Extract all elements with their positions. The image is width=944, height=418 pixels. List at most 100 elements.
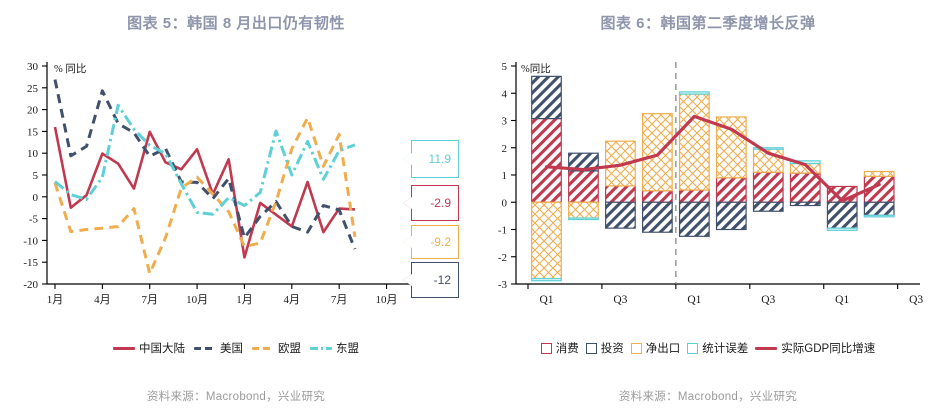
legend-line-swatch bbox=[755, 346, 778, 350]
y-axis-tick-label: 1 bbox=[502, 170, 508, 182]
y-axis-tick-label: 5 bbox=[502, 61, 508, 73]
x-axis-tick-label: 10月 bbox=[186, 294, 208, 306]
line-chart-svg: 30 25 20 15 10 5 0 -5 -10 -15 -20 % 同比 1月 4月 7月 10月 1月 4月… bbox=[23, 61, 416, 321]
y-axis-tick-label: -1 bbox=[498, 225, 507, 237]
legend-item-东盟[interactable]: 东盟 bbox=[310, 340, 359, 356]
callout-中国大陆: -2.9 bbox=[403, 185, 459, 221]
y-axis-tick-label: 4 bbox=[502, 88, 508, 100]
y-axis-tick-label: 30 bbox=[27, 61, 39, 73]
bar-segment-统计误差 bbox=[863, 214, 895, 218]
callout-value: -12 bbox=[433, 273, 451, 287]
y-axis-tick-label: -2 bbox=[498, 252, 507, 264]
y-axis-tick-label: 0 bbox=[33, 192, 39, 204]
callout-美国: -12 bbox=[403, 262, 459, 298]
callout-欧盟: -9.2 bbox=[403, 225, 459, 259]
bar-segment-消费 bbox=[568, 170, 599, 203]
x-axis-tick-label: Q1 bbox=[835, 294, 849, 306]
bar-segment-净出口 bbox=[568, 201, 599, 219]
legend-item-label: 统计误差 bbox=[702, 343, 749, 355]
bar-segment-净出口 bbox=[863, 170, 895, 177]
bar-segment-净出口 bbox=[531, 201, 562, 280]
bar-segment-消费 bbox=[641, 190, 673, 203]
y-axis-unit-label: % 同比 bbox=[54, 62, 86, 75]
bar-segment-统计误差 bbox=[826, 227, 858, 231]
legend-item-中国大陆[interactable]: 中国大陆 bbox=[113, 340, 185, 356]
bar-segment-消费 bbox=[531, 117, 562, 203]
bar-segment-消费 bbox=[752, 171, 784, 203]
legend-item-实际GDP同比增速[interactable]: 实际GDP同比增速 bbox=[755, 340, 875, 356]
legend-color-swatch bbox=[540, 342, 552, 354]
y-axis-tick-label: 10 bbox=[27, 148, 39, 160]
legend-item-净出口[interactable]: 净出口 bbox=[630, 340, 681, 356]
callout-value: -9.2 bbox=[430, 235, 451, 249]
y-axis-tick-label: 0 bbox=[502, 197, 508, 209]
legend-item-消费[interactable]: 消费 bbox=[540, 340, 579, 356]
chart-panel-gdp: 图表 6：韩国第二季度增长反弹 5 4 3 2 1 0 -1 -2 -3 %同比 Q1 Q3 Q1 Q3 Q… bbox=[472, 0, 944, 418]
bar-segment-投资 bbox=[715, 201, 747, 231]
x-axis-tick-label: 1月 bbox=[47, 294, 64, 306]
legend-color-swatch bbox=[630, 342, 642, 354]
bar-segment-投资 bbox=[605, 201, 636, 229]
y-axis-tick-label: -5 bbox=[29, 214, 39, 226]
x-axis-tick-label: 1月 bbox=[236, 294, 253, 306]
x-axis-tick-label: Q3 bbox=[909, 294, 923, 306]
bar-segment-投资 bbox=[752, 201, 784, 212]
x-axis-tick-label: 4月 bbox=[284, 294, 301, 306]
legend-item-美国[interactable]: 美国 bbox=[194, 340, 243, 356]
bar-segment-统计误差 bbox=[531, 277, 562, 282]
bar-segment-消费 bbox=[789, 172, 821, 203]
y-axis-tick-label: 20 bbox=[27, 105, 39, 117]
page-title-left: 图表 5：韩国 8 月出口仍有韧性 bbox=[127, 15, 345, 32]
callout-东盟: 11.9 bbox=[403, 140, 459, 178]
legend-line-swatch bbox=[113, 346, 135, 350]
legend-line-swatch bbox=[252, 346, 274, 350]
bar-segment-投资 bbox=[641, 201, 673, 233]
legend-item-统计误差[interactable]: 统计误差 bbox=[687, 340, 748, 356]
x-axis-tick-label: 4月 bbox=[94, 294, 111, 306]
y-axis-tick-label: -10 bbox=[23, 235, 38, 247]
bar-segment-投资 bbox=[863, 201, 895, 216]
legend-left: 中国大陆 美国 欧盟 东盟 bbox=[0, 340, 472, 356]
legend-right: 消费 投资 净出口 统计误差 实际GDP同比增速 bbox=[472, 340, 944, 356]
x-axis-tick-label: Q3 bbox=[761, 294, 775, 306]
legend-item-投资[interactable]: 投资 bbox=[585, 340, 624, 356]
bar-segment-消费 bbox=[715, 177, 747, 203]
chart-panel-exports: 图表 5：韩国 8 月出口仍有韧性 30 25 20 15 10 5 0 -5 -10 -15 -2… bbox=[0, 15, 472, 403]
legend-item-label: 欧盟 bbox=[278, 343, 301, 355]
x-axis-tick-label: 10月 bbox=[376, 294, 398, 306]
bar-segment-投资 bbox=[678, 201, 710, 237]
y-axis-tick-label: 15 bbox=[27, 126, 39, 138]
bar-segment-净出口 bbox=[641, 113, 673, 192]
source-note-right: 资料来源：Macrobond，兴业研究 bbox=[618, 391, 798, 403]
bar-segment-统计误差 bbox=[568, 217, 599, 221]
bar-segment-净出口 bbox=[678, 93, 710, 191]
y-axis-tick-label: -15 bbox=[23, 257, 38, 269]
line-series-中国大陆 bbox=[53, 126, 356, 259]
x-axis-tick-label: 7月 bbox=[331, 294, 348, 306]
line-series-东盟 bbox=[54, 103, 356, 216]
legend-item-label: 消费 bbox=[555, 343, 579, 355]
line-chart-plot-area: 30 25 20 15 10 5 0 -5 -10 -15 -20 % 同比 1月 4月 7月 10月 1月 4月… bbox=[0, 52, 472, 321]
y-axis-tick-label: -3 bbox=[498, 279, 508, 291]
y-axis-tick-label: 5 bbox=[33, 170, 39, 182]
legend-item-label: 投资 bbox=[600, 343, 624, 355]
x-axis-tick-label: Q3 bbox=[613, 294, 627, 306]
legend-item-label: 美国 bbox=[220, 343, 243, 355]
bar-segment-投资 bbox=[531, 75, 562, 120]
bar-segment-投资 bbox=[789, 201, 821, 207]
legend-item-label: 东盟 bbox=[336, 343, 359, 355]
page-title-right: 图表 6：韩国第二季度增长反弹 bbox=[600, 15, 816, 32]
bar-segment-统计误差 bbox=[678, 91, 710, 95]
legend-item-欧盟[interactable]: 欧盟 bbox=[252, 340, 301, 356]
legend-item-label: 净出口 bbox=[645, 343, 681, 355]
bar-segment-投资 bbox=[826, 201, 858, 229]
legend-item-label: 实际GDP同比增速 bbox=[781, 343, 876, 355]
line-series-欧盟 bbox=[53, 116, 357, 276]
bar-segment-统计误差 bbox=[752, 147, 784, 150]
legend-item-label: 中国大陆 bbox=[139, 343, 185, 355]
legend-line-swatch bbox=[194, 346, 216, 350]
y-axis-tick-label: 3 bbox=[502, 116, 508, 128]
x-axis-tick-label: Q1 bbox=[539, 294, 553, 306]
